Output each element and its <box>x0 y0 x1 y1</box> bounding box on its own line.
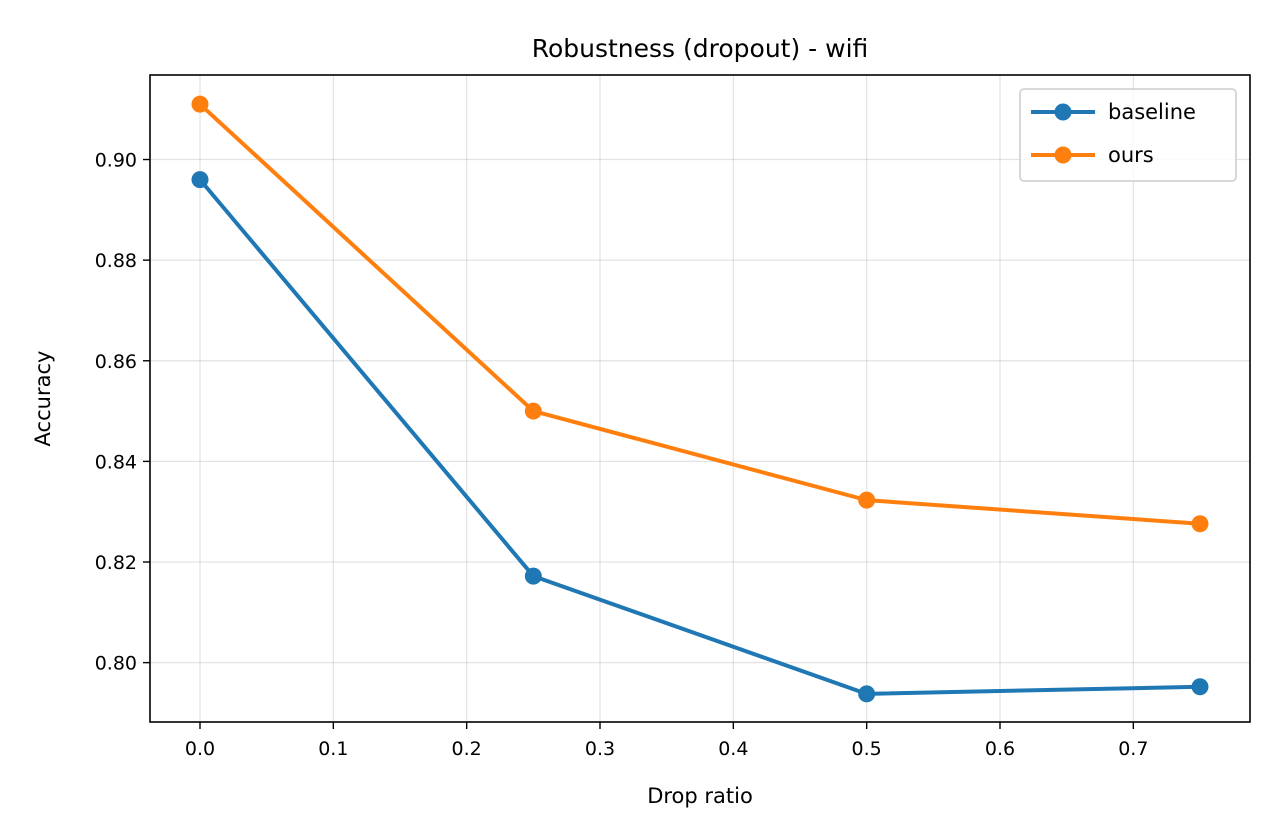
x-axis-label: Drop ratio <box>647 784 753 808</box>
x-tick-label: 0.6 <box>985 738 1015 760</box>
legend-entry-baseline: baseline <box>1031 100 1196 124</box>
legend-swatch-marker <box>1054 146 1072 164</box>
y-tick-label: 0.80 <box>95 653 137 675</box>
y-tick-label: 0.90 <box>95 150 137 172</box>
data-point-baseline <box>858 685 876 703</box>
chart-title: Robustness (dropout) - wifi <box>532 34 869 63</box>
x-tick-label: 0.2 <box>452 738 482 760</box>
x-tick-label: 0.7 <box>1118 738 1148 760</box>
x-tick-label: 0.0 <box>185 738 215 760</box>
series-ours <box>191 95 1209 533</box>
axis-ticks: 0.0 0.1 0.2 0.3 0.4 0.5 0.6 0.7 0.80 0.82 0.84 0.86… <box>95 150 1149 760</box>
x-tick-label: 0.5 <box>852 738 882 760</box>
y-tick-label: 0.88 <box>95 250 137 272</box>
series-line-ours <box>198 102 1202 526</box>
plot-frame <box>149 74 1251 723</box>
series-baseline <box>191 171 1209 703</box>
grid <box>150 75 1250 722</box>
y-tick-label: 0.82 <box>95 552 137 574</box>
series-layer <box>191 95 1209 703</box>
data-point-baseline <box>1191 678 1209 696</box>
y-tick-label: 0.84 <box>95 451 137 473</box>
x-tick-label: 0.3 <box>585 738 615 760</box>
legend: baseline ours <box>1019 88 1237 182</box>
legend-label: ours <box>1108 143 1154 167</box>
legend-label: baseline <box>1108 100 1196 124</box>
y-tick-label: 0.86 <box>95 351 137 373</box>
legend-swatch-marker <box>1054 103 1072 121</box>
data-point-baseline <box>191 171 209 189</box>
data-point-ours <box>858 491 876 509</box>
data-point-ours <box>1191 515 1209 533</box>
legend-entry-ours: ours <box>1031 143 1154 167</box>
data-point-baseline <box>524 567 542 585</box>
x-tick-label: 0.4 <box>718 738 748 760</box>
data-point-ours <box>191 95 209 113</box>
y-axis-label: Accuracy <box>31 351 55 447</box>
x-tick-label: 0.1 <box>318 738 348 760</box>
data-point-ours <box>524 402 542 420</box>
series-line-baseline <box>198 177 1202 696</box>
